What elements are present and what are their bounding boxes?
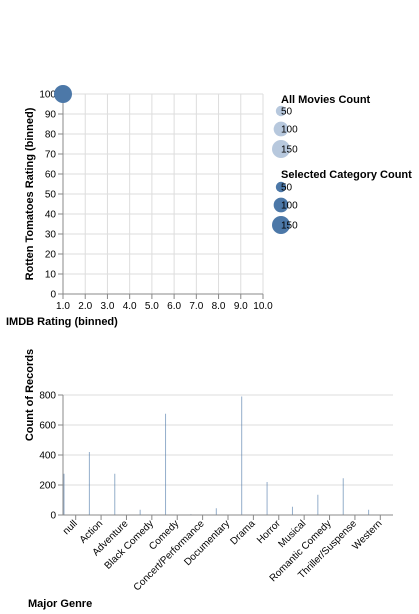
- legend-title-all-movies: All Movies Count: [281, 94, 371, 106]
- scatter-y-tick-label: 80: [45, 130, 57, 141]
- scatter-y-tick-label: 30: [45, 230, 57, 241]
- bar: [291, 506, 293, 515]
- scatter-x-axis-title: IMDB Rating (binned): [6, 316, 118, 328]
- legend-symbol: [272, 140, 290, 158]
- scatter-y-tick-label: 70: [45, 150, 57, 161]
- legend-label: 150: [281, 145, 298, 156]
- scatter-y-tick-label: 100: [39, 90, 56, 101]
- legend-symbol: [272, 216, 290, 234]
- scatter-y-axis-title: Rotten Tomatoes Rating (binned): [24, 107, 36, 280]
- bar: [241, 396, 243, 515]
- bar: [266, 482, 268, 515]
- bar: [165, 413, 167, 515]
- scatter-y-tick-label: 60: [45, 170, 57, 181]
- legend-symbol: [275, 105, 287, 117]
- bar-y-tick-label: 200: [39, 481, 56, 492]
- bar-x-axis-title: Major Genre: [28, 598, 92, 610]
- size-legends: All Movies Count 50 100 150 Selected Categ…: [272, 94, 412, 234]
- scatter-x-tick-label: 5.0: [145, 301, 159, 312]
- scatter-x-tick-label: 9.0: [234, 301, 248, 312]
- bar-x-tick-label: null: [61, 518, 80, 537]
- scatter-x-tick-label: 3.0: [100, 301, 114, 312]
- legend-label: 150: [281, 221, 298, 232]
- bar-marks: [63, 396, 370, 515]
- legend-label: 50: [281, 107, 293, 118]
- bar: [114, 473, 116, 515]
- bar: [317, 494, 319, 515]
- legend-symbol: [275, 181, 287, 193]
- legend-selected-entries: 50 100 150: [272, 181, 298, 234]
- scatter-x-axis-ticks: 1.0 2.0 3.0 4.0 5.0 6.0 7.0 8.0 9.0 10.0: [56, 293, 273, 312]
- scatter-x-tick-label: 2.0: [78, 301, 92, 312]
- scatter-y-tick-label: 0: [50, 290, 56, 301]
- scatter-x-tick-label: 6.0: [167, 301, 181, 312]
- scatter-y-axis-ticks: 0 10 20 30 40 50 60 70 80 90 100: [39, 90, 64, 301]
- bar: [88, 452, 90, 515]
- bar-y-axis-ticks: 0 200 400 600 800: [39, 391, 64, 522]
- scatter-y-tick-label: 10: [45, 270, 57, 281]
- bar-y-tick-label: 400: [39, 451, 56, 462]
- legend-symbol: [273, 121, 289, 137]
- bar: [139, 509, 141, 515]
- bar: [215, 508, 217, 515]
- legend-all-movies-entries: 50 100 150: [272, 105, 298, 158]
- bar: [368, 509, 370, 515]
- legend-label: 100: [281, 201, 298, 212]
- bar-y-tick-label: 600: [39, 421, 56, 432]
- legend-title-selected: Selected Category Count: [281, 169, 412, 181]
- scatter-x-tick-label: 1.0: [56, 301, 70, 312]
- bar: [342, 478, 344, 515]
- scatter-points: [54, 85, 72, 103]
- legend-label: 100: [281, 125, 298, 136]
- scatter-x-tick-label: 8.0: [212, 301, 226, 312]
- bar-y-tick-label: 800: [39, 391, 56, 402]
- scatter-point: [54, 85, 72, 103]
- scatter-y-tick-label: 90: [45, 110, 57, 121]
- bar-y-axis-title: Count of Records: [24, 349, 36, 441]
- scatter-gridlines: [62, 93, 264, 295]
- scatter-x-tick-label: 7.0: [189, 301, 203, 312]
- scatter-x-tick-label: 10.0: [253, 301, 273, 312]
- scatter-y-tick-label: 50: [45, 190, 57, 201]
- bar-x-tick-label: Drama: [229, 518, 258, 547]
- legend-label: 50: [281, 183, 293, 194]
- legend-symbol: [273, 197, 289, 213]
- bar-x-tick-label: Documentary: [182, 518, 232, 568]
- bar-y-tick-label: 0: [50, 511, 56, 522]
- scatter-chart: 1.0 2.0 3.0 4.0 5.0 6.0 7.0 8.0 9.0 10.0 0 10 20 30 4…: [6, 85, 273, 328]
- scatter-y-tick-label: 20: [45, 250, 57, 261]
- scatter-x-tick-label: 4.0: [123, 301, 137, 312]
- bar: [63, 473, 65, 515]
- scatter-y-tick-label: 40: [45, 210, 57, 221]
